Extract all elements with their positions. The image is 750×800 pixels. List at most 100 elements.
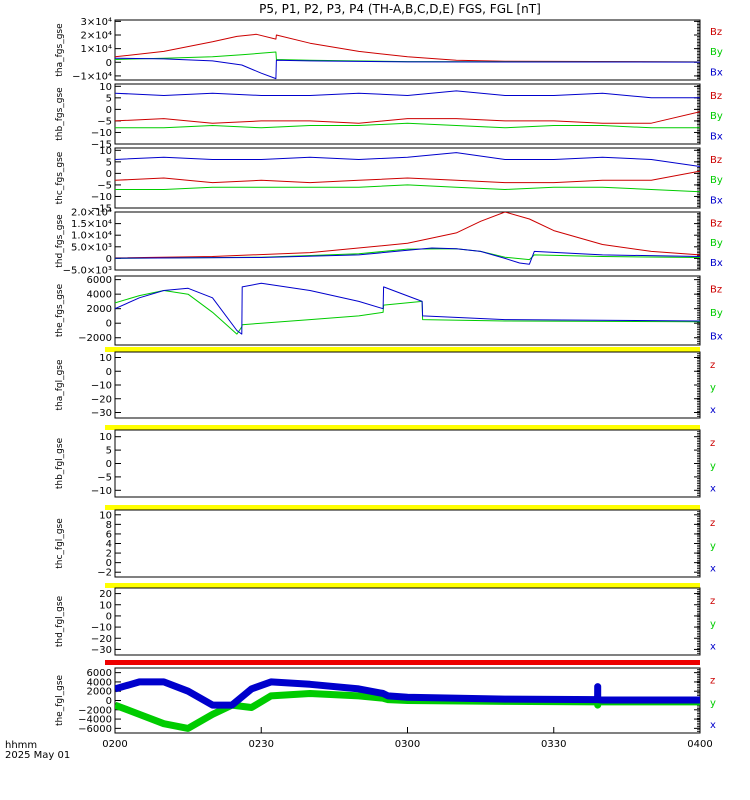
y-tick-label: 0 bbox=[106, 611, 112, 622]
legend-Bx: Bx bbox=[710, 196, 723, 207]
y-tick-label: 10 bbox=[99, 432, 112, 443]
legend-z: z bbox=[710, 596, 715, 607]
y-tick-label: 2000 bbox=[87, 687, 112, 698]
plot-frame bbox=[114, 83, 701, 145]
legend-z: z bbox=[710, 676, 715, 687]
legend-x: x bbox=[710, 484, 716, 495]
status-bar bbox=[105, 425, 700, 430]
y-tick-label: 4000 bbox=[87, 677, 112, 688]
y-tick-label: 0 bbox=[106, 105, 112, 116]
y-tick-label: −20 bbox=[91, 634, 112, 645]
x-tick-label: 0230 bbox=[249, 739, 274, 750]
legend-z: z bbox=[710, 438, 715, 449]
y-axis-label: tha_fgl_gse bbox=[55, 359, 65, 411]
y-tick-label: 5.0×10³ bbox=[71, 242, 112, 253]
y-tick-label: −2000 bbox=[78, 333, 112, 344]
x-tick-label: 0400 bbox=[687, 739, 712, 750]
y-tick-label: 4000 bbox=[87, 290, 112, 301]
y-tick-label: −5 bbox=[97, 116, 112, 127]
legend-y: y bbox=[710, 541, 716, 552]
status-bar bbox=[105, 505, 700, 510]
legend-Bz: Bz bbox=[710, 91, 722, 102]
y-tick-label: −6000 bbox=[78, 724, 112, 735]
y-tick-label: 2000 bbox=[87, 304, 112, 315]
y-tick-label: −30 bbox=[91, 408, 112, 419]
legend-x: x bbox=[710, 642, 716, 653]
y-tick-label: 0 bbox=[106, 254, 112, 265]
y-tick-label: 1.0×10⁴ bbox=[71, 231, 112, 242]
y-axis-label: thd_fgs_gse bbox=[55, 214, 65, 268]
series-line-By bbox=[115, 184, 700, 193]
plot-frame bbox=[114, 351, 701, 419]
y-tick-label: 5 bbox=[106, 157, 112, 168]
y-tick-label: 2 bbox=[106, 549, 112, 560]
legend-y: y bbox=[710, 461, 716, 472]
series-line-Bz bbox=[115, 111, 700, 124]
series-line-By bbox=[115, 290, 700, 335]
y-tick-label: 10 bbox=[99, 82, 112, 93]
legend-z: z bbox=[710, 518, 715, 529]
y-tick-label: 10 bbox=[99, 510, 112, 521]
y-tick-label: −5 bbox=[97, 472, 112, 483]
y-tick-label: 0 bbox=[106, 696, 112, 707]
y-tick-label: 5 bbox=[106, 446, 112, 457]
y-tick-label: 6000 bbox=[87, 668, 112, 679]
legend-x: x bbox=[710, 564, 716, 575]
series-line-Bx bbox=[115, 57, 700, 80]
plot-frame bbox=[114, 19, 701, 81]
y-axis-label: the_fgs_gse bbox=[55, 283, 65, 337]
plot-frame bbox=[114, 509, 701, 578]
y-tick-label: −20 bbox=[91, 394, 112, 405]
legend-By: By bbox=[710, 175, 723, 186]
series-line-Bx bbox=[115, 282, 700, 335]
y-tick-label: 0 bbox=[106, 459, 112, 470]
y-tick-label: 6000 bbox=[87, 275, 112, 286]
y-tick-label: 0 bbox=[106, 319, 112, 330]
legend-Bz: Bz bbox=[710, 218, 722, 229]
y-axis-label: thb_fgl_gse bbox=[55, 437, 65, 489]
panel-the_fgs_gse: 6000 4000 2000 0 −2000 the_fgs_gse Bz By Bx bbox=[55, 275, 723, 346]
y-tick-label: 0 bbox=[106, 169, 112, 180]
legend-Bx: Bx bbox=[710, 68, 723, 79]
footer-date-label: 2025 May 01 bbox=[5, 750, 70, 761]
series-line-Bx bbox=[115, 152, 700, 167]
legend-x: x bbox=[710, 720, 716, 731]
panel-thd_fgs_gse: 2.0×10⁴1.5×10⁴1.0×10⁴5.0×10³0−5.0×10³thd… bbox=[55, 208, 723, 277]
series-line-Bx bbox=[115, 90, 700, 99]
y-tick-label: −10 bbox=[91, 623, 112, 634]
legend-By: By bbox=[710, 47, 723, 58]
series-line-x bbox=[115, 678, 700, 709]
series-line-Bx bbox=[115, 247, 700, 265]
legend-y: y bbox=[710, 698, 716, 709]
y-tick-label: 5 bbox=[106, 93, 112, 104]
panel-tha_fgl_gse: 10 0 −10 −20 −30 tha_fgl_gse zy x bbox=[55, 347, 716, 419]
status-bar bbox=[105, 347, 700, 352]
y-tick-label: −1×10⁴ bbox=[72, 71, 112, 82]
y-tick-label: −5.0×10³ bbox=[63, 266, 112, 277]
legend-Bz: Bz bbox=[710, 284, 722, 295]
y-tick-label: −4000 bbox=[78, 715, 112, 726]
legend-y: y bbox=[710, 619, 716, 630]
legend-y: y bbox=[710, 382, 716, 393]
y-tick-label: 6 bbox=[106, 529, 112, 540]
y-tick-label: 0 bbox=[106, 367, 112, 378]
y-tick-label: 20 bbox=[99, 589, 112, 600]
plot-frame bbox=[114, 429, 701, 498]
legend-By: By bbox=[710, 111, 723, 122]
y-tick-label: 2×10⁴ bbox=[81, 31, 112, 42]
y-axis-label: thc_fgl_gse bbox=[55, 518, 65, 569]
y-axis-label: thb_fgs_gse bbox=[55, 87, 65, 141]
y-tick-label: −10 bbox=[91, 381, 112, 392]
y-tick-label: 4 bbox=[106, 539, 112, 550]
y-axis-label: thd_fgl_gse bbox=[55, 595, 65, 647]
panel-tha_fgs_gse: 3×10⁴ 2×10⁴ 1×10⁴ 0 −1×10⁴ tha_fgs_gse Bz By Bx bbox=[55, 17, 723, 83]
y-tick-label: 10 bbox=[99, 146, 112, 157]
y-tick-label: 10 bbox=[99, 353, 112, 364]
legend-Bz: Bz bbox=[710, 27, 722, 38]
y-tick-label: −5 bbox=[97, 180, 112, 191]
